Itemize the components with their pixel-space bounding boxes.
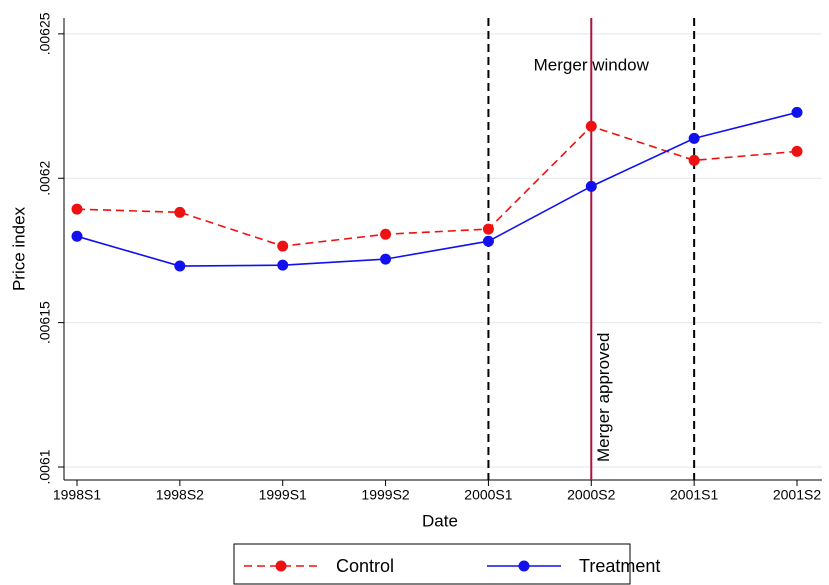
data-point [71, 230, 83, 242]
data-point [688, 132, 700, 144]
data-point [791, 106, 803, 118]
annotation: Merger approved [594, 333, 613, 462]
data-point [71, 203, 83, 215]
x-tick-label: 2001S2 [773, 487, 821, 503]
series-line [76, 111, 798, 267]
data-point [482, 235, 494, 247]
data-point [585, 180, 597, 192]
y-axis-title: Price index [9, 206, 28, 291]
legend-marker [518, 560, 530, 572]
y-tick-label: .0061 [37, 449, 53, 484]
data-point [174, 206, 186, 218]
x-tick-label: 1998S2 [156, 487, 204, 503]
data-point [277, 259, 289, 271]
y-tick-label: .0062 [37, 161, 53, 196]
x-tick-label: 1998S1 [53, 487, 101, 503]
data-point [174, 260, 186, 272]
data-point [791, 145, 803, 157]
legend-box [233, 543, 631, 585]
y-tick-label: .00615 [37, 301, 53, 344]
legend-label: Treatment [579, 556, 660, 576]
data-point [688, 154, 700, 166]
x-tick-label: 1999S1 [259, 487, 307, 503]
legend-label: Control [336, 556, 394, 576]
data-point [380, 228, 392, 240]
annotation: Merger window [534, 55, 650, 74]
x-tick-label: 2001S1 [670, 487, 718, 503]
data-point [585, 120, 597, 132]
series-line [76, 125, 798, 247]
data-point [380, 253, 392, 265]
x-tick-label: 1999S2 [361, 487, 409, 503]
data-point [277, 240, 289, 252]
y-tick-label: .00625 [37, 12, 53, 55]
data-point [482, 223, 494, 235]
x-tick-label: 2000S2 [567, 487, 615, 503]
x-tick-label: 2000S1 [464, 487, 512, 503]
legend-marker [275, 560, 287, 572]
x-axis-title: Date [422, 511, 458, 530]
